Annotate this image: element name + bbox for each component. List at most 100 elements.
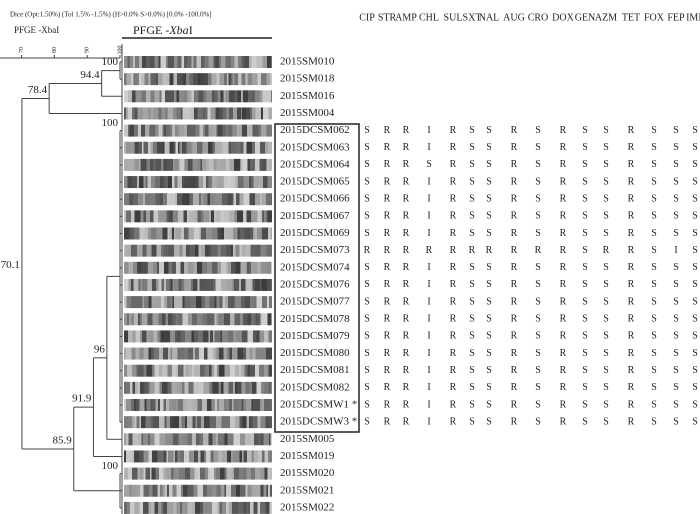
susceptibility-cell: S [486,399,492,410]
susceptibility-cell: S [486,142,492,153]
susceptibility-cell: R [450,348,457,359]
susceptibility-cell: R [364,245,371,256]
strain-label: 2015SM004 [280,107,335,119]
susceptibility-cell: R [628,228,635,239]
gel-lane [124,73,272,86]
antibiotic-header: CRO [528,12,549,23]
susceptibility-cell: S [486,211,492,222]
susceptibility-cell: S [364,365,370,376]
susceptibility-cell: S [535,193,541,204]
susceptibility-cell: S [486,331,492,342]
strain-label: 2015DCSM063 [280,141,350,153]
susceptibility-cell: R [511,211,518,222]
gel-lane [124,484,272,497]
susceptibility-cell: I [427,176,430,187]
susceptibility-cell: R [511,176,518,187]
susceptibility-cell: S [535,314,541,325]
susceptibility-cell: R [603,245,610,256]
susceptibility-cell: S [651,142,657,153]
susceptibility-cell: S [603,125,609,136]
susceptibility-cell: I [427,296,430,307]
strain-label: 2015DCSM067 [280,210,350,222]
susceptibility-cell: I [427,142,430,153]
susceptibility-cell: R [511,314,518,325]
susceptibility-cell: S [486,176,492,187]
susceptibility-cell: I [427,125,430,136]
susceptibility-cell: S [603,193,609,204]
susceptibility-cell: S [469,399,475,410]
susceptibility-cell: S [364,159,370,170]
susceptibility-cell: R [403,262,410,273]
susceptibility-cell: R [450,142,457,153]
susceptibility-cell: R [384,296,391,307]
susceptibility-cell: R [560,211,567,222]
susceptibility-cell: R [628,262,635,273]
susceptibility-cell: R [403,348,410,359]
susceptibility-cell: R [560,159,567,170]
antibiotic-header: FOX [644,12,665,23]
susceptibility-cell: S [582,314,588,325]
susceptibility-cell: S [673,193,679,204]
susceptibility-cell: R [560,399,567,410]
susceptibility-cell: S [486,416,492,427]
susceptibility-cell: R [450,245,457,256]
dendrogram-title: PFGE -XbaI [14,25,59,35]
susceptibility-cell: I [427,365,430,376]
susceptibility-cell: S [486,279,492,290]
susceptibility-cell: I [427,228,430,239]
scale-tick-label: 90 [85,47,91,53]
susceptibility-cell: S [651,193,657,204]
susceptibility-cell: R [560,142,567,153]
susceptibility-cell: R [384,382,391,393]
susceptibility-cell: R [628,382,635,393]
susceptibility-cell: S [486,228,492,239]
susceptibility-cell: S [535,228,541,239]
susceptibility-cell: S [486,348,492,359]
susceptibility-cell: R [384,176,391,187]
susceptibility-cell: S [535,159,541,170]
susceptibility-cell: R [511,245,518,256]
susceptibility-cell: S [603,399,609,410]
susceptibility-cell: R [384,348,391,359]
susceptibility-cell: R [384,125,391,136]
susceptibility-cell: S [582,365,588,376]
susceptibility-cell: S [692,296,698,307]
susceptibility-cell: S [673,262,679,273]
susceptibility-cell: S [469,142,475,153]
susceptibility-cell: R [403,382,410,393]
susceptibility-cell: S [469,382,475,393]
susceptibility-cell: S [673,296,679,307]
susceptibility-cell: I [427,211,430,222]
susceptibility-cell: R [384,314,391,325]
susceptibility-cell: S [651,262,657,273]
susceptibility-cell: S [673,416,679,427]
susceptibility-cell: I [427,382,430,393]
gel-lane [124,416,272,429]
susceptibility-cell: S [673,176,679,187]
gel-title-suffix: I [189,23,193,37]
susceptibility-cell: R [450,159,457,170]
susceptibility-cell: S [582,159,588,170]
susceptibility-cell: R [511,125,518,136]
strain-label: 2015DCSM073 [280,244,350,256]
susceptibility-cell: R [511,382,518,393]
strain-label: 2015DCSM062 [280,124,350,136]
susceptibility-cell: S [364,211,370,222]
susceptibility-cell: S [692,142,698,153]
susceptibility-cell: S [486,125,492,136]
susceptibility-cell: R [560,279,567,290]
susceptibility-cell: S [364,382,370,393]
susceptibility-cell: S [364,279,370,290]
susceptibility-cell: I [427,399,430,410]
susceptibility-cell: R [628,193,635,204]
susceptibility-cell: R [450,228,457,239]
gel-lane [124,107,272,120]
susceptibility-cell: R [628,142,635,153]
susceptibility-cell: S [673,159,679,170]
susceptibility-cell: R [560,348,567,359]
susceptibility-cell: R [628,159,635,170]
gel-lane [124,261,272,274]
susceptibility-cell: S [469,365,475,376]
susceptibility-cell: S [603,228,609,239]
gel-lane [124,158,272,171]
